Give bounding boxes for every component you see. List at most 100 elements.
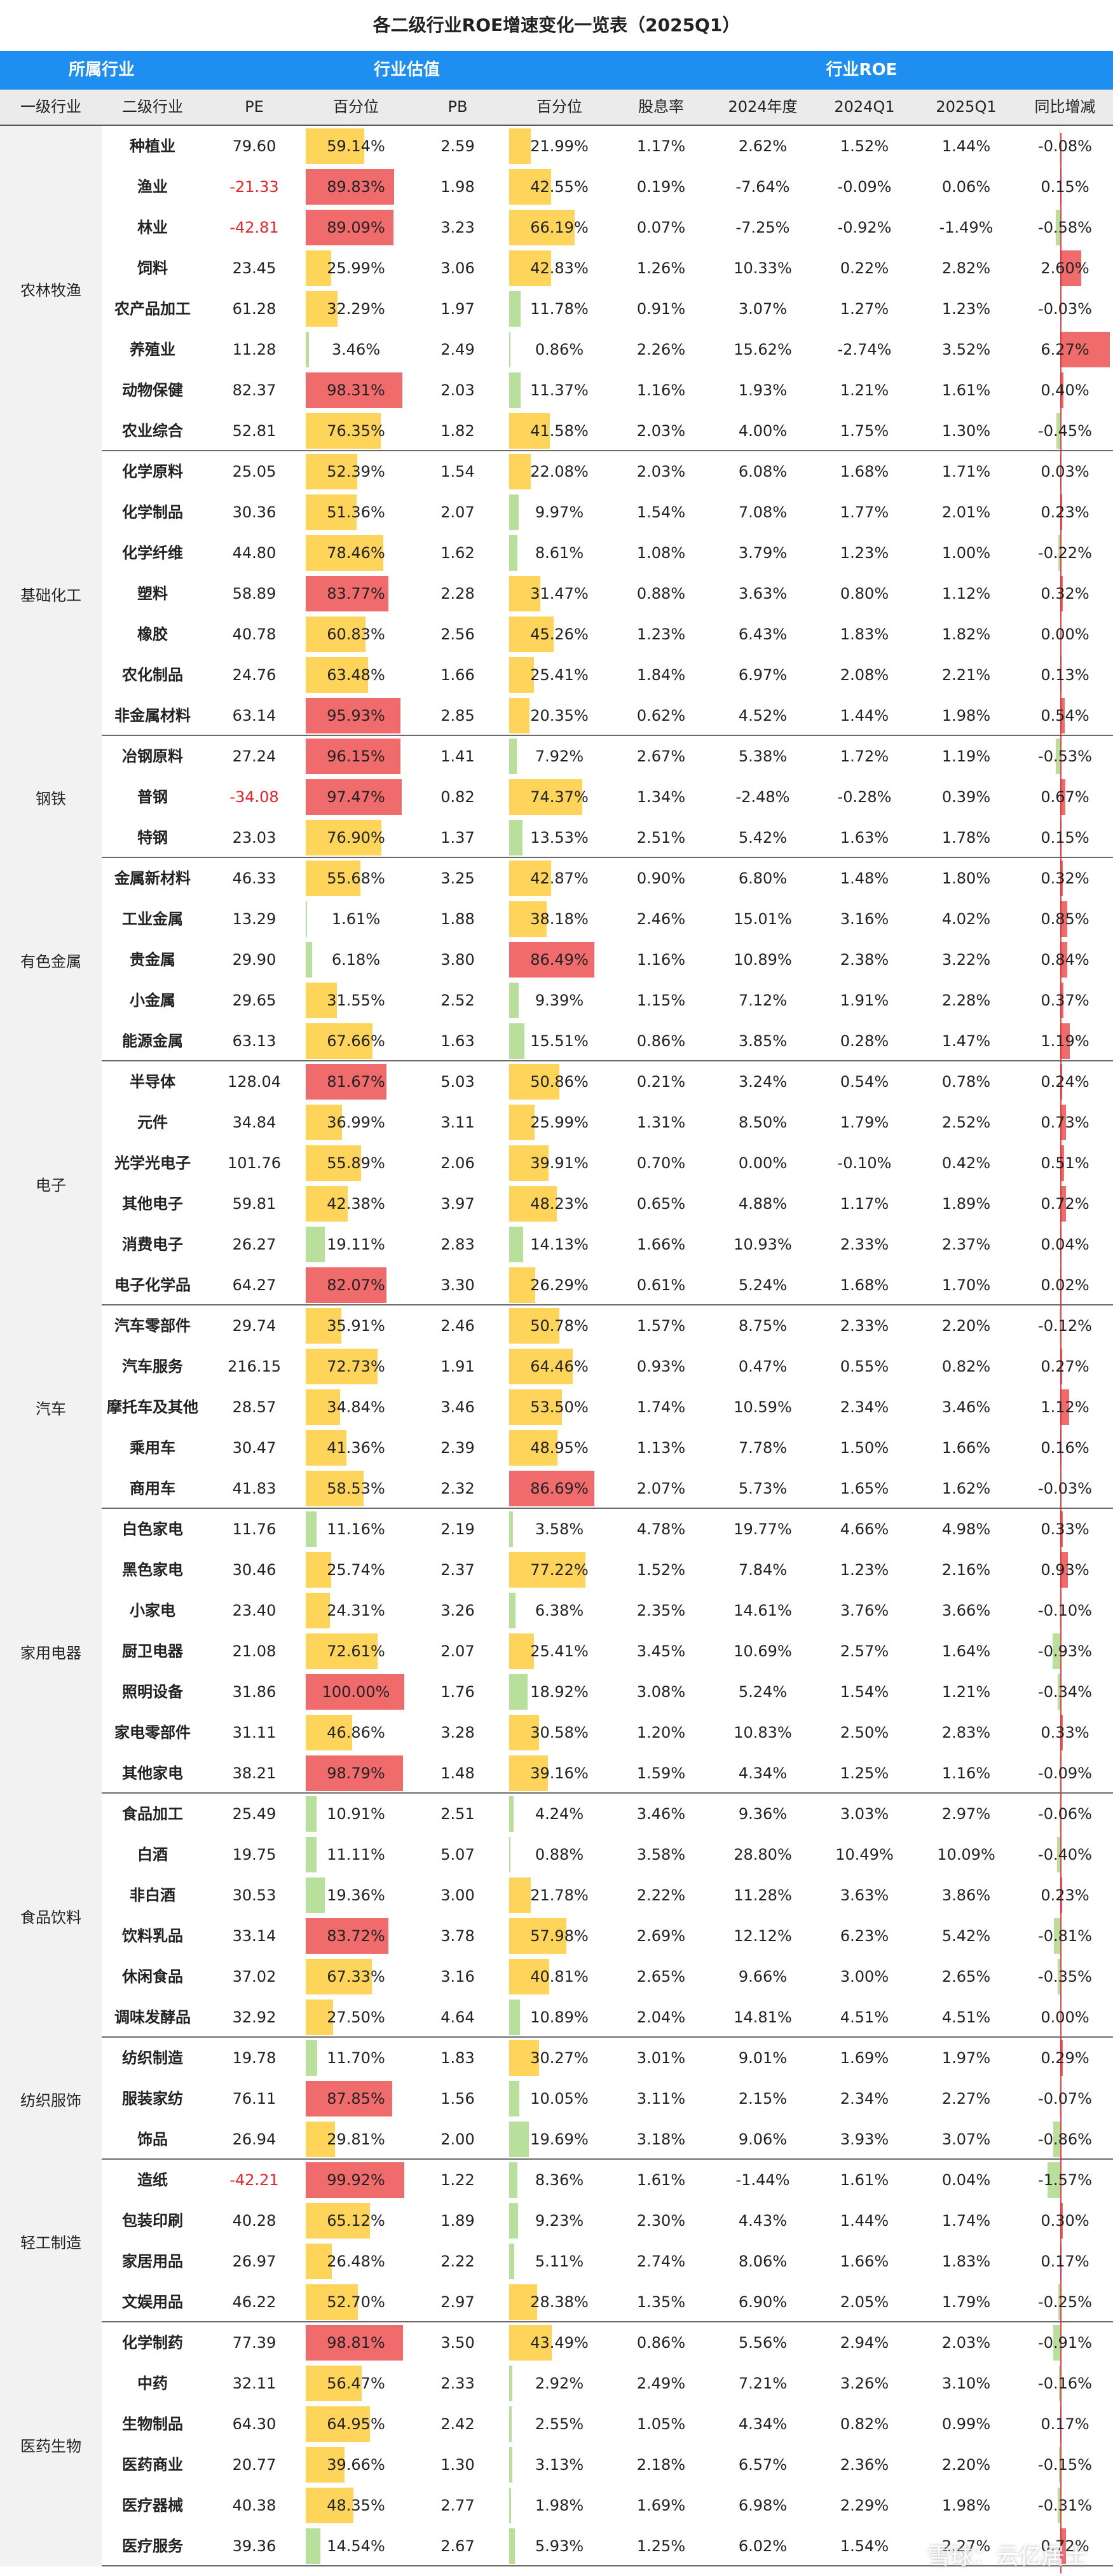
l2-industry-name: 电子化学品 — [102, 1265, 203, 1305]
yoy-value: -0.53% — [1017, 736, 1113, 777]
pb-value: 3.11 — [407, 1102, 509, 1143]
l2-industry-name: 动物保健 — [102, 370, 203, 411]
pe-value: 27.24 — [203, 736, 305, 777]
pe-percentile-value: 76.90% — [305, 817, 407, 858]
roe-2025q1: 2.21% — [915, 655, 1017, 695]
pe-percentile-value: 83.72% — [305, 1916, 407, 1956]
pb-value: 2.42 — [407, 2404, 509, 2444]
l2-industry-name: 白酒 — [102, 1834, 203, 1875]
pe-value: 37.02 — [203, 1956, 305, 1997]
yoy-value: -0.45% — [1017, 411, 1113, 451]
pe-percentile-value: 64.95% — [305, 2404, 407, 2444]
dividend-yield: 1.57% — [610, 1305, 712, 1346]
yoy-cell: 0.02% — [1017, 1265, 1113, 1305]
yoy-cell: -0.08% — [1017, 126, 1113, 167]
roe-2025q1: 2.16% — [915, 1550, 1017, 1590]
yoy-value: 0.24% — [1017, 1061, 1113, 1102]
roe-2024: 3.24% — [712, 1061, 814, 1102]
pe-value: 20.77 — [203, 2444, 305, 2485]
roe-2024: 4.34% — [712, 1753, 814, 1794]
pe-percentile: 98.81% — [305, 2322, 407, 2363]
dividend-yield: 2.74% — [610, 2241, 712, 2282]
yoy-value: 0.51% — [1017, 1143, 1113, 1183]
roe-2024: 3.79% — [712, 533, 814, 573]
yoy-value: -0.03% — [1017, 1468, 1113, 1509]
dividend-yield: 1.52% — [610, 1550, 712, 1590]
roe-2025q1: 2.52% — [915, 1102, 1017, 1143]
roe-2024: 14.81% — [712, 1997, 814, 2038]
l2-industry-name: 饲料 — [102, 248, 203, 289]
pb-percentile: 6.38% — [509, 1590, 610, 1631]
pb-value: 2.33 — [407, 2363, 509, 2404]
l2-industry-name: 黑色家电 — [102, 1550, 203, 1590]
yoy-value: 0.15% — [1017, 817, 1113, 858]
yoy-value: 0.84% — [1017, 939, 1113, 980]
roe-2024q1: 2.05% — [814, 2282, 915, 2322]
roe-2025q1: 1.62% — [915, 1468, 1017, 1509]
roe-2025q1: -1.49% — [915, 207, 1017, 248]
col-header-pb: PB — [407, 90, 509, 125]
roe-2024: 6.80% — [712, 858, 814, 899]
roe-2024: 4.00% — [712, 411, 814, 451]
pe-percentile: 72.73% — [305, 1346, 407, 1387]
col-header-pb-pct: 百分位 — [509, 90, 610, 125]
roe-2025q1: 1.71% — [915, 451, 1017, 492]
dividend-yield: 1.35% — [610, 2282, 712, 2322]
pe-percentile: 59.14% — [305, 126, 407, 167]
roe-2024q1: 1.50% — [814, 1428, 915, 1468]
yoy-cell: -1.57% — [1017, 2160, 1113, 2200]
pb-value: 2.00 — [407, 2119, 509, 2160]
roe-2025q1: 2.37% — [915, 1224, 1017, 1265]
roe-2024q1: 0.80% — [814, 573, 915, 614]
pb-percentile-value: 25.41% — [509, 655, 610, 695]
yoy-cell: -0.03% — [1017, 289, 1113, 329]
yoy-value: 0.40% — [1017, 370, 1113, 411]
pb-percentile-value: 2.55% — [509, 2404, 610, 2444]
pb-percentile-value: 42.83% — [509, 248, 610, 289]
pb-value: 2.85 — [407, 695, 509, 736]
pe-value: 40.28 — [203, 2200, 305, 2241]
dividend-yield: 0.86% — [610, 1021, 712, 1061]
header-group-industry: 所属行业 — [0, 51, 203, 90]
l2-industry-name: 非白酒 — [102, 1875, 203, 1916]
pe-percentile-value: 67.33% — [305, 1956, 407, 1997]
pb-percentile-value: 5.11% — [509, 2241, 610, 2282]
roe-2025q1: 1.74% — [915, 2200, 1017, 2241]
roe-2024q1: 2.50% — [814, 1712, 915, 1753]
roe-2024q1: 2.57% — [814, 1631, 915, 1672]
yoy-cell: -0.34% — [1017, 1672, 1113, 1712]
pb-percentile-value: 9.39% — [509, 980, 610, 1021]
pb-value: 2.52 — [407, 980, 509, 1021]
yoy-cell: 0.67% — [1017, 777, 1113, 817]
l1-industry-label: 医药生物 — [0, 2322, 102, 2566]
roe-2024: 3.63% — [712, 573, 814, 614]
pe-percentile-value: 46.86% — [305, 1712, 407, 1753]
pb-percentile: 30.58% — [509, 1712, 610, 1753]
yoy-value: -0.34% — [1017, 1672, 1113, 1712]
pb-percentile: 15.51% — [509, 1021, 610, 1061]
roe-2025q1: 1.44% — [915, 126, 1017, 167]
dividend-yield: 3.18% — [610, 2119, 712, 2160]
roe-2025q1: 1.23% — [915, 289, 1017, 329]
pb-value: 1.54 — [407, 451, 509, 492]
yoy-cell: 0.30% — [1017, 2200, 1113, 2241]
pb-percentile-value: 50.86% — [509, 1061, 610, 1102]
dividend-yield: 3.45% — [610, 1631, 712, 1672]
roe-2025q1: 2.01% — [915, 492, 1017, 533]
l2-industry-name: 商用车 — [102, 1468, 203, 1509]
pb-value: 4.64 — [407, 1997, 509, 2038]
dividend-yield: 1.54% — [610, 492, 712, 533]
yoy-value: 0.03% — [1017, 451, 1113, 492]
pb-percentile-value: 42.55% — [509, 167, 610, 207]
pe-percentile: 19.36% — [305, 1875, 407, 1916]
pb-value: 1.76 — [407, 1672, 509, 1712]
pe-percentile-value: 76.35% — [305, 411, 407, 451]
pe-value: 32.92 — [203, 1997, 305, 2038]
pe-percentile-value: 24.31% — [305, 1590, 407, 1631]
